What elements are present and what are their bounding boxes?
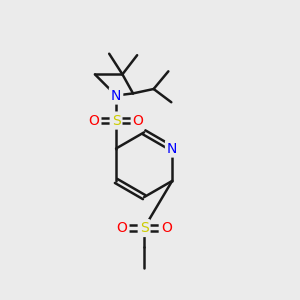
Text: S: S [112, 114, 120, 128]
Text: N: N [111, 88, 121, 103]
Text: O: O [161, 221, 172, 235]
Text: O: O [117, 221, 128, 235]
Text: O: O [88, 114, 99, 128]
Text: N: N [167, 142, 177, 155]
Text: O: O [133, 114, 144, 128]
Text: S: S [140, 221, 148, 235]
